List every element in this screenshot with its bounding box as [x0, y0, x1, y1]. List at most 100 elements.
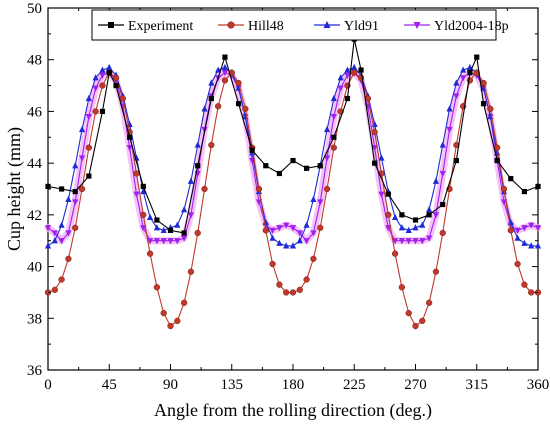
data-point — [426, 235, 433, 242]
data-point — [174, 238, 181, 245]
data-point — [140, 211, 147, 219]
data-point — [85, 144, 92, 151]
data-point — [385, 211, 392, 219]
data-point — [133, 191, 140, 198]
data-point — [85, 114, 92, 121]
data-point — [65, 230, 72, 237]
data-point — [133, 170, 140, 177]
data-point — [194, 141, 201, 148]
legend-item-Yld2004-18p: Yld2004-18p — [404, 19, 509, 34]
x-tick-label-180: 180 — [282, 377, 305, 393]
y-axis-title: Cup height (mm) — [4, 127, 25, 251]
data-point — [86, 173, 92, 179]
legend-marker — [323, 21, 331, 28]
data-point — [242, 105, 249, 112]
data-point — [269, 234, 276, 241]
data-point — [323, 185, 331, 193]
data-point — [378, 154, 385, 161]
data-point — [112, 74, 120, 81]
data-point — [221, 77, 229, 84]
data-point — [167, 227, 174, 233]
data-point — [208, 79, 215, 86]
data-point — [146, 213, 154, 221]
data-point — [317, 163, 323, 169]
data-point — [58, 276, 65, 283]
data-point — [65, 255, 72, 262]
data-point — [276, 225, 283, 232]
data-point — [263, 163, 269, 169]
data-point — [439, 170, 446, 178]
legend-item-Experiment: Experiment — [98, 19, 193, 34]
data-point — [283, 222, 290, 229]
data-point — [153, 238, 160, 245]
data-point — [528, 289, 535, 296]
data-point — [113, 82, 119, 89]
data-point — [419, 221, 426, 228]
data-point — [432, 177, 440, 184]
data-point — [467, 70, 473, 76]
data-point — [126, 145, 133, 152]
series-Hill48 — [44, 69, 542, 330]
data-point — [331, 134, 337, 140]
data-point — [303, 221, 310, 228]
data-point — [494, 144, 501, 151]
data-point — [167, 322, 174, 330]
data-point — [534, 242, 542, 249]
data-point — [535, 183, 541, 190]
data-point — [276, 281, 283, 288]
data-point — [521, 281, 528, 288]
data-point — [446, 126, 453, 134]
data-point — [323, 125, 331, 133]
data-point — [58, 221, 65, 228]
data-point — [289, 242, 297, 249]
data-point — [140, 187, 147, 195]
data-point — [432, 268, 440, 275]
data-point — [222, 54, 228, 60]
data-point — [153, 284, 161, 291]
data-point — [358, 67, 364, 73]
data-point — [317, 224, 324, 231]
data-point — [99, 108, 106, 115]
data-point — [92, 108, 99, 115]
legend-label: Yld2004-18p — [434, 19, 509, 34]
legend-label: Hill48 — [248, 19, 284, 34]
data-point — [371, 145, 378, 152]
data-point — [51, 237, 58, 244]
data-point — [460, 66, 467, 73]
data-point — [269, 260, 276, 268]
data-point — [72, 224, 79, 231]
data-point — [255, 185, 263, 193]
data-point — [174, 221, 181, 228]
series-layer — [44, 36, 542, 330]
data-point — [215, 66, 222, 73]
data-point — [303, 276, 310, 283]
data-point — [460, 75, 467, 82]
data-point — [474, 54, 480, 60]
data-point — [208, 95, 214, 102]
data-point — [521, 225, 528, 232]
data-point — [351, 63, 358, 71]
data-point — [344, 66, 351, 73]
data-point — [405, 238, 412, 245]
y-tick-label-38: 38 — [27, 311, 42, 327]
legend-marker — [227, 21, 235, 29]
data-point — [65, 195, 72, 202]
data-point — [59, 186, 65, 192]
legend-item-Hill48: Hill48 — [218, 19, 284, 34]
data-point — [405, 309, 412, 317]
data-point — [304, 165, 310, 171]
data-point — [398, 284, 406, 291]
data-point — [289, 225, 297, 232]
data-point — [221, 70, 229, 77]
data-point — [201, 185, 208, 193]
data-point — [440, 201, 446, 208]
data-point — [330, 144, 337, 151]
data-point — [296, 286, 303, 293]
data-point — [439, 229, 446, 237]
data-point — [330, 94, 337, 102]
data-point — [127, 134, 133, 140]
legend-item-Yld91: Yld91 — [314, 19, 379, 34]
data-point — [480, 101, 487, 107]
data-point — [357, 74, 365, 81]
x-tick-label-90: 90 — [163, 377, 178, 393]
